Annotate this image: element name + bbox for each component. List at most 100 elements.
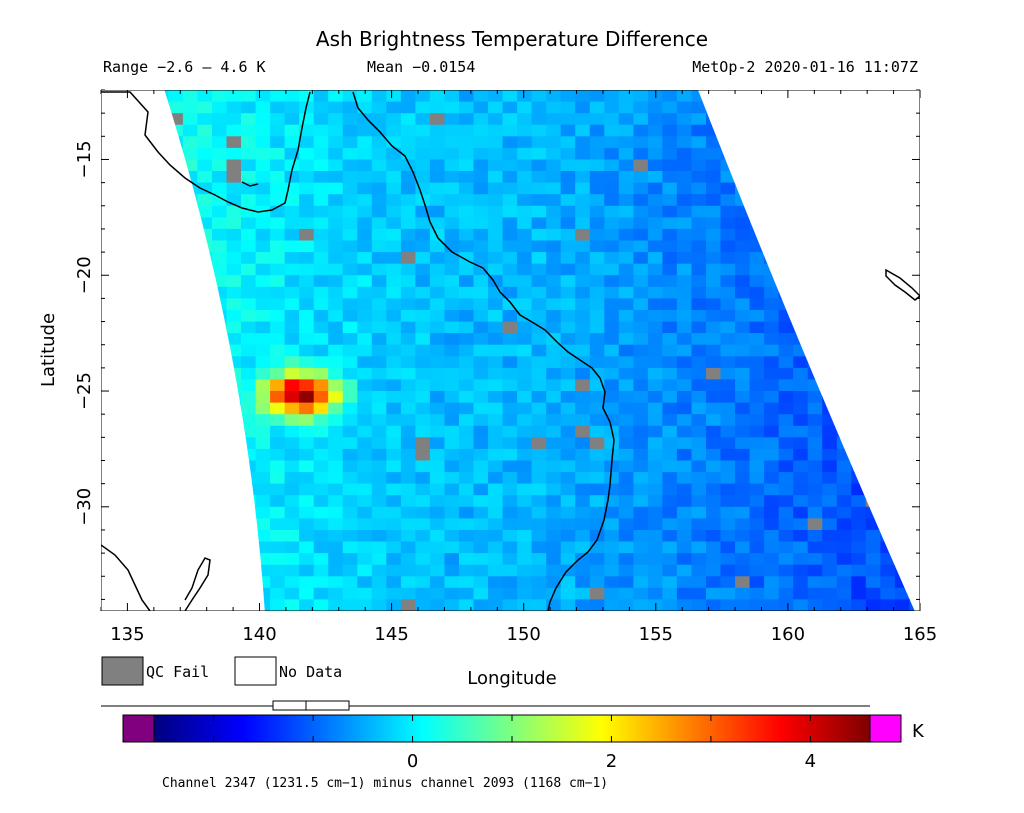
heatmap-cell <box>778 402 794 415</box>
heatmap-cell <box>676 344 692 357</box>
heatmap-cell <box>546 298 562 311</box>
heatmap-cell <box>502 124 518 137</box>
heatmap-cell <box>241 275 257 288</box>
heatmap-cell <box>749 541 765 554</box>
heatmap-cell <box>386 576 402 589</box>
heatmap-cell <box>560 518 576 531</box>
heatmap-cell <box>676 263 692 276</box>
heatmap-cell <box>691 425 707 438</box>
heatmap-cell <box>473 564 489 577</box>
heatmap-cell <box>299 124 315 137</box>
heatmap-cell <box>502 240 518 253</box>
heatmap-cell <box>618 356 634 369</box>
heatmap-cell <box>400 147 416 161</box>
heatmap-cell <box>618 379 634 392</box>
heatmap-cell <box>691 286 707 299</box>
heatmap-cell <box>444 587 460 600</box>
heatmap-cell <box>270 298 286 311</box>
heatmap-cell <box>807 518 823 531</box>
heatmap-cell <box>255 460 271 473</box>
heatmap-cell <box>284 379 300 392</box>
heatmap-cell <box>662 414 678 427</box>
heatmap-cell <box>270 310 286 323</box>
heatmap-cell <box>284 113 300 126</box>
heatmap-cell <box>299 587 315 600</box>
heatmap-cell <box>720 495 736 508</box>
heatmap-cell <box>618 391 634 404</box>
heatmap-cell <box>400 101 416 114</box>
heatmap-cell <box>328 402 344 415</box>
heatmap-cell <box>328 136 344 149</box>
heatmap-cell <box>313 356 329 369</box>
heatmap-cell <box>459 90 475 103</box>
heatmap-cell <box>531 472 547 485</box>
heatmap-cell <box>386 506 402 519</box>
heatmap-cell <box>357 136 373 149</box>
heatmap-cell <box>371 321 387 334</box>
heatmap-cell <box>415 414 431 427</box>
heatmap-cell <box>459 367 475 381</box>
heatmap-cell <box>299 252 315 265</box>
heatmap-cell <box>735 228 751 242</box>
heatmap-cell <box>575 228 591 242</box>
heatmap-cell <box>473 518 489 531</box>
heatmap-cell <box>589 275 605 288</box>
heatmap-cell <box>299 564 315 577</box>
heatmap-cell <box>328 101 344 114</box>
heatmap-cell <box>720 298 736 311</box>
heatmap-cell <box>488 113 504 126</box>
heatmap-cell <box>342 460 358 473</box>
heatmap-cell <box>560 159 576 172</box>
heatmap-cell <box>560 217 576 230</box>
heatmap-cell <box>241 113 257 126</box>
heatmap-cell <box>313 587 329 600</box>
heatmap-cell <box>531 298 547 311</box>
x-tick-label: 155 <box>639 624 673 645</box>
heatmap-cell <box>517 286 533 299</box>
heatmap-cell <box>473 460 489 473</box>
heatmap-cell <box>255 101 271 114</box>
heatmap-cell <box>647 159 663 172</box>
heatmap-cell <box>357 448 373 462</box>
heatmap-cell <box>444 367 460 381</box>
heatmap-cell <box>429 391 445 404</box>
heatmap-cell <box>473 530 489 543</box>
heatmap-cell <box>342 367 358 381</box>
heatmap-cell <box>836 530 852 543</box>
heatmap-cell <box>560 228 576 242</box>
heatmap-cell <box>618 171 634 184</box>
heatmap-cell <box>429 495 445 508</box>
heatmap-cell <box>357 576 373 589</box>
heatmap-cell <box>400 321 416 334</box>
heatmap-cell <box>560 321 576 334</box>
heatmap-cell <box>676 333 692 346</box>
heatmap-cell <box>676 113 692 126</box>
heatmap-cell <box>386 448 402 462</box>
heatmap-cell <box>357 472 373 485</box>
heatmap-cell <box>531 541 547 554</box>
heatmap-cell <box>386 402 402 415</box>
heatmap-cell <box>691 541 707 554</box>
heatmap-cell <box>357 101 373 114</box>
heatmap-cell <box>822 425 838 438</box>
heatmap-cell <box>691 171 707 184</box>
heatmap-cell <box>778 425 794 438</box>
heatmap-cell <box>604 472 620 485</box>
mean-label: Mean −0.0154 <box>367 58 475 76</box>
heatmap-cell <box>894 599 910 611</box>
heatmap-cell <box>488 576 504 589</box>
heatmap-cell <box>749 587 765 600</box>
heatmap-cell <box>676 356 692 369</box>
heatmap-cell <box>502 553 518 566</box>
heatmap-cell <box>778 333 794 346</box>
heatmap-cell <box>546 448 562 462</box>
heatmap-cell <box>560 367 576 381</box>
heatmap-cell <box>400 448 416 462</box>
heatmap-cell <box>560 182 576 195</box>
heatmap-cell <box>604 437 620 450</box>
heatmap-cell <box>575 321 591 334</box>
heatmap-cell <box>444 113 460 126</box>
heatmap-cell <box>531 124 547 137</box>
heatmap-cell <box>662 275 678 288</box>
heatmap-cell <box>778 518 794 531</box>
